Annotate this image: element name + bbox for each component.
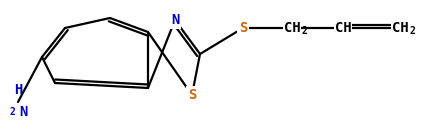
Text: 2: 2 xyxy=(9,107,15,117)
Text: CH: CH xyxy=(392,21,408,35)
Text: 2: 2 xyxy=(410,26,416,36)
Text: N: N xyxy=(171,13,179,27)
Text: CH: CH xyxy=(334,21,351,35)
Text: CH: CH xyxy=(284,21,300,35)
Text: S: S xyxy=(239,21,247,35)
Text: N: N xyxy=(19,105,27,119)
Text: S: S xyxy=(188,88,196,102)
Text: H: H xyxy=(14,83,22,97)
Text: 2: 2 xyxy=(302,26,308,36)
